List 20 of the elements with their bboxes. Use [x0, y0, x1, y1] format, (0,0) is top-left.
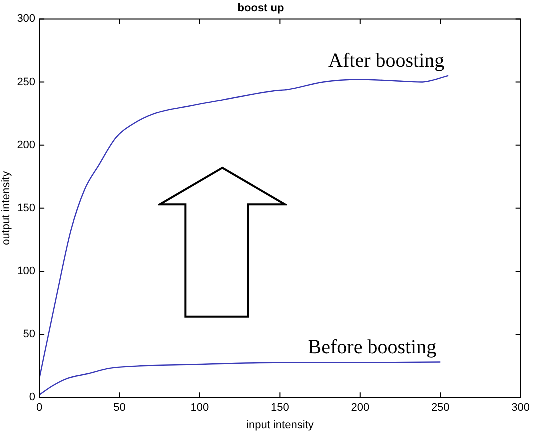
line-series [40, 362, 442, 396]
series-label: After boosting [328, 50, 445, 72]
x-tick-label: 50 [114, 402, 126, 414]
series-label: Before boosting [308, 336, 437, 359]
x-axis-title: input intensity [246, 419, 314, 432]
y-tick-label: 200 [17, 139, 36, 152]
x-tick-label: 200 [351, 402, 370, 414]
chart-title: boost up [238, 2, 284, 15]
x-tick-label: 100 [190, 402, 210, 414]
y-tick-label: 250 [17, 76, 36, 88]
x-tick-label: 250 [431, 402, 450, 414]
y-tick-label: 50 [23, 328, 36, 341]
y-tick-label: 100 [17, 266, 36, 278]
y-tick-label: 300 [17, 13, 36, 26]
y-axis-title: output intensity [0, 170, 13, 246]
y-tick-label: 150 [17, 202, 36, 214]
x-tick-label: 150 [271, 402, 290, 414]
x-tick-label: 300 [512, 402, 530, 414]
y-tick-label: 0 [29, 392, 36, 404]
line-series [40, 75, 450, 380]
